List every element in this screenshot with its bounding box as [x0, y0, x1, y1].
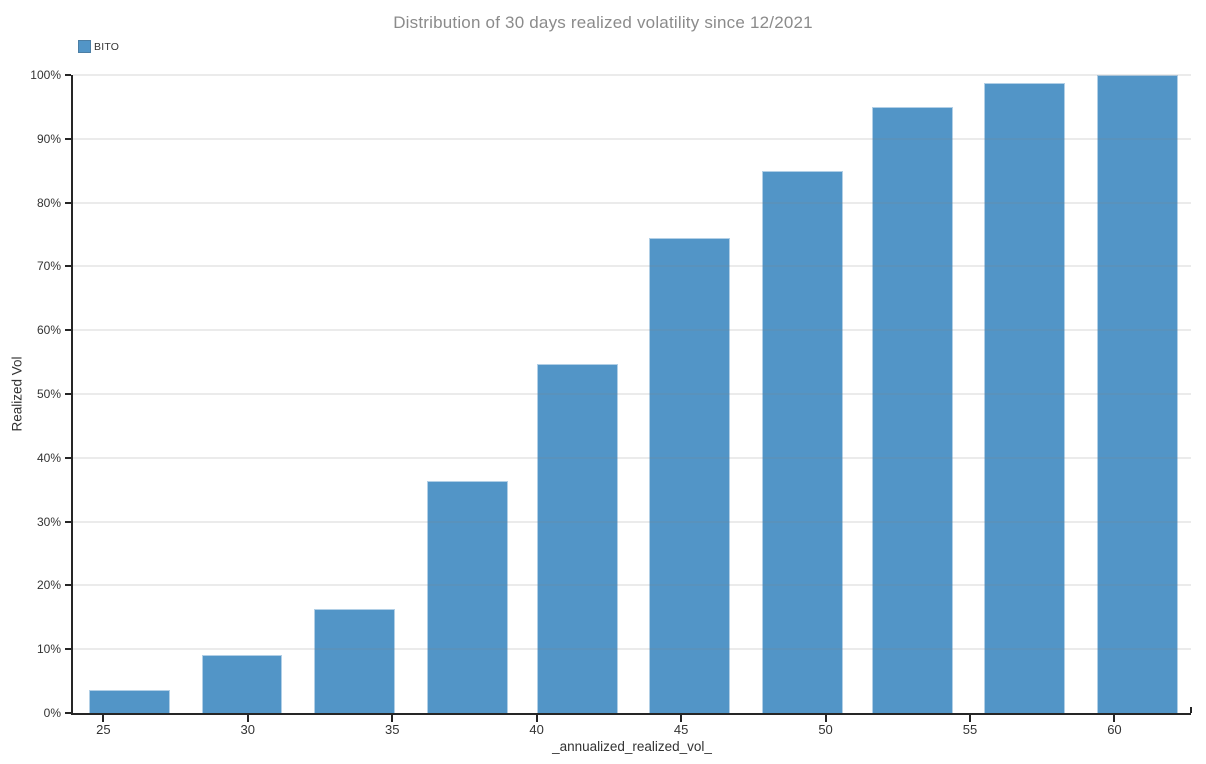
- chart-title: Distribution of 30 days realized volatil…: [393, 13, 813, 32]
- x-axis-endcap-tick: [1190, 707, 1192, 713]
- gridline-100%: [73, 74, 1191, 76]
- y-tick-label-90%: 90%: [36, 131, 61, 146]
- x-tick-40: [535, 715, 538, 722]
- plot-area: 0% 10% 20% 30% 40% 50% 60% 70% 80% 90% 100% 25 30 35 4…: [30, 68, 1192, 737]
- y-tick-40%: [65, 456, 71, 459]
- y-tick-80%: [65, 201, 71, 204]
- y-tick-label-40%: 40%: [36, 450, 61, 465]
- y-tick-label-50%: 50%: [36, 387, 61, 401]
- legend-label: BITO: [94, 40, 120, 53]
- x-tick-label-55: 55: [962, 722, 978, 737]
- x-tick-label-60: 60: [1107, 722, 1122, 737]
- y-tick-50%: [65, 393, 71, 395]
- x-axis-title: _annualized_realized_vol_: [552, 739, 712, 754]
- y-tick-label-20%: 20%: [36, 578, 61, 593]
- bar-bito-8[interactable]: [871, 106, 953, 713]
- legend-swatch-icon: [78, 40, 91, 53]
- bar-bito-9[interactable]: [984, 82, 1066, 713]
- bar-bito-10[interactable]: [1097, 75, 1178, 713]
- y-axis-title: Realized Vol: [9, 356, 25, 432]
- x-tick-label-25: 25: [96, 722, 111, 737]
- y-tick-90%: [65, 137, 71, 140]
- x-tick-label-35: 35: [384, 722, 400, 737]
- y-tick-label-10%: 10%: [36, 642, 61, 657]
- y-tick-label-30%: 30%: [36, 514, 61, 529]
- x-tick-30: [246, 715, 249, 722]
- bar-bito-5[interactable]: [536, 364, 618, 713]
- y-tick-100%: [65, 74, 71, 76]
- bar-bito-1[interactable]: [88, 690, 170, 713]
- y-tick-label-70%: 70%: [36, 259, 61, 274]
- x-tick-25: [102, 715, 105, 722]
- x-tick-55: [969, 715, 971, 722]
- y-tick-label-80%: 80%: [36, 195, 61, 210]
- y-tick-10%: [65, 648, 71, 651]
- bar-bito-6[interactable]: [649, 238, 731, 713]
- bar-bito-4[interactable]: [426, 480, 508, 713]
- x-tick-60: [1113, 715, 1116, 722]
- y-tick-0%: [65, 712, 71, 714]
- bar-bito-3[interactable]: [314, 609, 396, 713]
- x-tick-50: [824, 715, 827, 722]
- x-tick-35: [391, 715, 394, 722]
- y-tick-30%: [65, 520, 71, 523]
- legend-item-bito[interactable]: BITO: [78, 40, 119, 53]
- bar-bito-2[interactable]: [201, 654, 283, 713]
- x-tick-label-40: 40: [529, 722, 544, 737]
- y-tick-20%: [65, 584, 71, 587]
- x-tick-45: [680, 715, 683, 722]
- x-tick-label-50: 50: [818, 722, 833, 737]
- bar-bito-7[interactable]: [762, 171, 843, 713]
- y-tick-label-100%: 100%: [30, 68, 61, 82]
- y-tick-label-0%: 0%: [43, 706, 61, 720]
- y-tick-70%: [65, 265, 71, 268]
- x-tick-label-45: 45: [673, 722, 689, 737]
- x-tick-label-30: 30: [240, 722, 255, 737]
- y-tick-60%: [65, 329, 71, 332]
- y-tick-label-60%: 60%: [36, 323, 61, 338]
